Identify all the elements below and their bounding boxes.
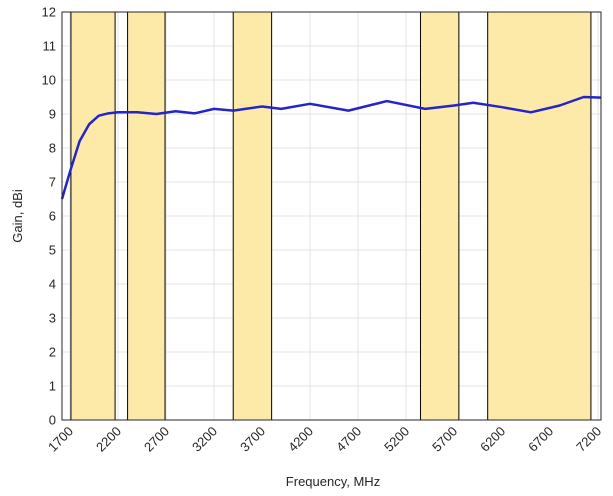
x-tick-label: 4200 [285, 424, 316, 455]
x-tick-label: 2700 [141, 424, 172, 455]
gain-line [60, 95, 602, 200]
y-tick-label: 7 [49, 175, 56, 190]
y-tick-label: 9 [49, 107, 56, 122]
frequency-band [487, 11, 592, 421]
x-tick-label: 7200 [573, 424, 604, 455]
y-tick-label: 1 [49, 379, 56, 394]
x-tick-label: 6700 [525, 424, 556, 455]
x-tick-label: 2200 [93, 424, 124, 455]
x-axis-label: Frequency, MHz [286, 474, 380, 489]
x-tick-label: 4700 [333, 424, 364, 455]
y-axis-label: Gain, dBi [10, 189, 25, 243]
y-tick-label: 8 [49, 141, 56, 156]
y-tick-label: 5 [49, 243, 56, 258]
frequency-band [419, 11, 460, 421]
y-tick-label: 6 [49, 209, 56, 224]
frequency-band [70, 11, 116, 421]
y-tick-label: 4 [49, 277, 56, 292]
x-tick-label: 5700 [429, 424, 460, 455]
x-tick-label: 1700 [45, 424, 76, 455]
y-tick-label: 12 [42, 5, 56, 20]
x-tick-label: 5200 [381, 424, 412, 455]
frequency-band [232, 11, 273, 421]
y-tick-label: 0 [49, 413, 56, 428]
plot-frame [61, 11, 602, 421]
x-tick-label: 3700 [237, 424, 268, 455]
y-tick-label: 2 [49, 345, 56, 360]
y-tick-label: 3 [49, 311, 56, 326]
y-tick-label: 10 [42, 73, 56, 88]
x-tick-label: 6200 [477, 424, 508, 455]
y-tick-label: 11 [43, 39, 57, 54]
frequency-band [127, 11, 166, 421]
x-tick-label: 3200 [189, 424, 220, 455]
